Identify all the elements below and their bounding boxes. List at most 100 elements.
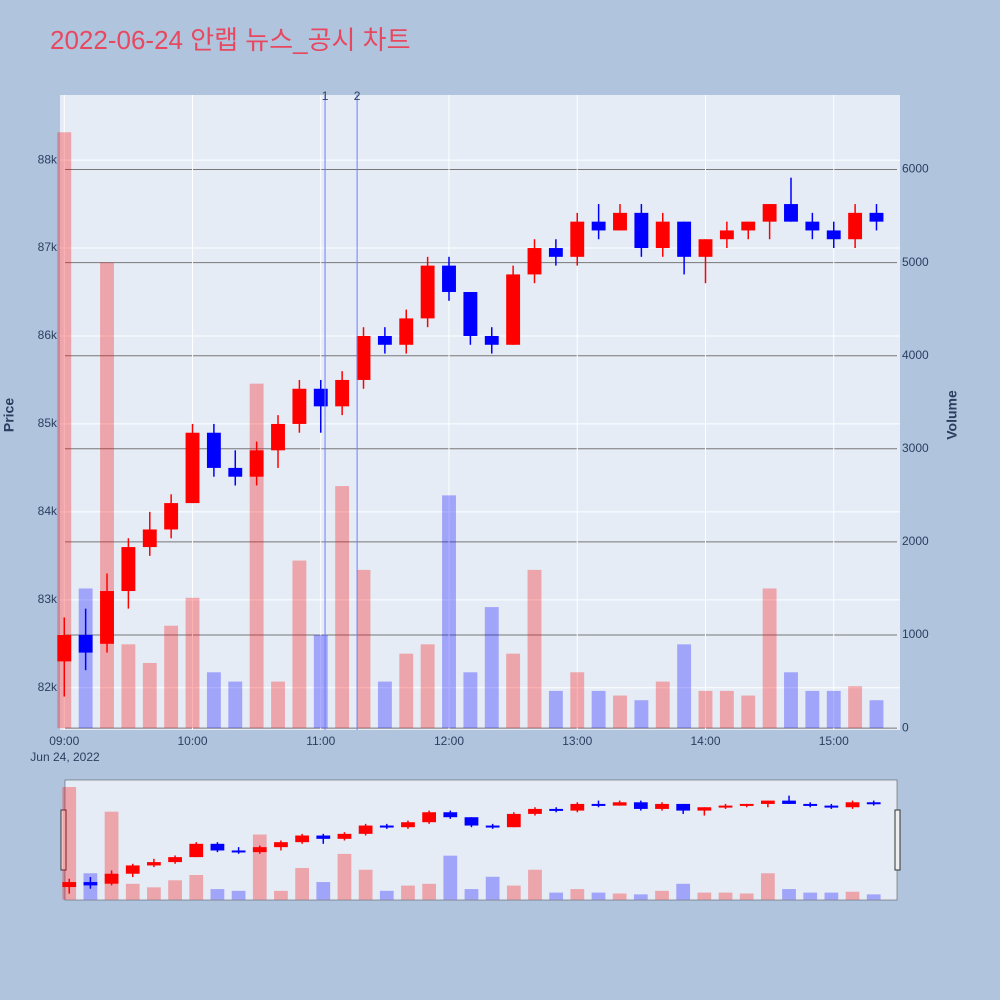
slider-volume-bar — [718, 892, 733, 900]
slider-volume-bar — [845, 891, 860, 900]
slider-volume-bar — [485, 876, 500, 900]
slider-candle-body — [252, 847, 267, 853]
volume-bar — [613, 695, 627, 729]
candle-body — [377, 335, 392, 345]
slider-candle-body — [316, 835, 331, 839]
candle-body — [805, 221, 820, 231]
candle-body — [634, 212, 649, 249]
volume-bar — [185, 597, 200, 729]
y-tick-label: 82k — [38, 680, 58, 694]
candle-body — [121, 547, 136, 592]
candle-body — [591, 221, 606, 231]
volume-bar — [548, 690, 563, 729]
y2-tick-label: 2000 — [902, 534, 929, 548]
slider-candle-body — [591, 803, 606, 806]
candle-body — [548, 248, 563, 257]
slider-candle-body — [655, 803, 669, 809]
slider-candle-body — [697, 807, 712, 811]
candle-body — [506, 274, 521, 345]
slider-volume-bar — [125, 883, 140, 900]
candle-body — [869, 212, 884, 222]
candle-body — [313, 388, 328, 407]
volume-bar — [377, 681, 392, 729]
y-tick-label: 87k — [38, 240, 58, 254]
slider-candle-body — [760, 800, 775, 804]
slider-volume-bar — [760, 873, 775, 900]
slider-candle-body — [612, 802, 627, 806]
y2-axis-title: Volume — [944, 390, 960, 440]
y-axis-title: Price — [1, 398, 17, 432]
volume-bar — [655, 681, 670, 729]
candle-body — [613, 212, 627, 231]
candle-body — [420, 265, 435, 319]
slider-candle-body — [718, 805, 733, 808]
volume-bar — [484, 607, 499, 729]
volume-bar — [142, 662, 157, 729]
volume-bar — [463, 672, 478, 729]
slider-candle-body — [83, 882, 98, 886]
slider-volume-bar — [401, 885, 415, 900]
candle-body — [356, 335, 371, 380]
slider-volume-bar — [358, 869, 373, 900]
candle-body — [399, 318, 414, 345]
candle-body — [762, 204, 777, 222]
slider-volume-bar — [316, 882, 331, 900]
annotation-label: 2 — [354, 89, 361, 103]
volume-bar — [677, 644, 692, 729]
x-tick-label: 11:00 — [306, 734, 335, 748]
y-tick-label: 84k — [38, 504, 58, 518]
slider-volume-bar — [295, 867, 309, 900]
slider-handle[interactable] — [60, 809, 67, 871]
slider-volume-bar — [528, 869, 542, 900]
candle-body — [271, 423, 285, 451]
slider-volume-bar — [422, 883, 437, 900]
slider-candle-body — [231, 850, 246, 853]
chart-title: 2022-06-24 안랩 뉴스_공시 차트 — [50, 25, 411, 55]
slider-candle-body — [189, 843, 204, 858]
slider-volume-bar — [210, 889, 225, 900]
slider-handle[interactable] — [894, 809, 901, 871]
slider-volume-bar — [697, 892, 712, 900]
slider-volume-bar — [147, 887, 161, 900]
slider-candle-body — [104, 873, 119, 884]
slider-candle-body — [506, 813, 521, 828]
candle-body — [78, 635, 93, 653]
slider-volume-bar — [252, 834, 267, 900]
candle-body — [826, 230, 841, 240]
volume-bar — [848, 686, 863, 729]
slider-volume-bar — [676, 883, 691, 900]
rangeslider[interactable] — [64, 779, 898, 901]
slider-candle-body — [824, 805, 839, 808]
slider-candle-body — [422, 812, 437, 823]
slider-candle-body — [845, 802, 860, 808]
slider-volume-bar — [739, 893, 754, 900]
y2-tick-label: 1000 — [902, 627, 929, 641]
slider-candle-body — [147, 862, 161, 866]
volume-bar — [164, 625, 179, 729]
volume-bar — [399, 653, 414, 729]
plot-area — [60, 95, 900, 730]
volume-bar — [335, 486, 350, 729]
slider-candle-body — [676, 803, 691, 811]
slider-candle-body — [485, 825, 500, 828]
candle-body — [142, 529, 157, 548]
candle-body — [228, 467, 243, 477]
candle-body — [249, 450, 264, 477]
candle-body — [655, 221, 670, 249]
annotation-label: 1 — [322, 89, 329, 103]
x-tick-label: 13:00 — [562, 734, 592, 748]
volume-bar — [869, 700, 884, 729]
slider-candle-body — [210, 843, 225, 851]
slider-candle-body — [549, 808, 564, 811]
slider-candle-body — [379, 825, 394, 828]
x-tick-label: 14:00 — [690, 734, 720, 748]
x-tick-label: 12:00 — [434, 734, 464, 748]
slider-volume-bar — [506, 885, 521, 900]
volume-bar — [100, 262, 114, 729]
slider-candle-body — [803, 803, 818, 806]
slider-candle-body — [570, 803, 585, 811]
volume-bar — [698, 690, 713, 729]
candle-body — [527, 248, 542, 275]
candle-body — [677, 221, 692, 257]
